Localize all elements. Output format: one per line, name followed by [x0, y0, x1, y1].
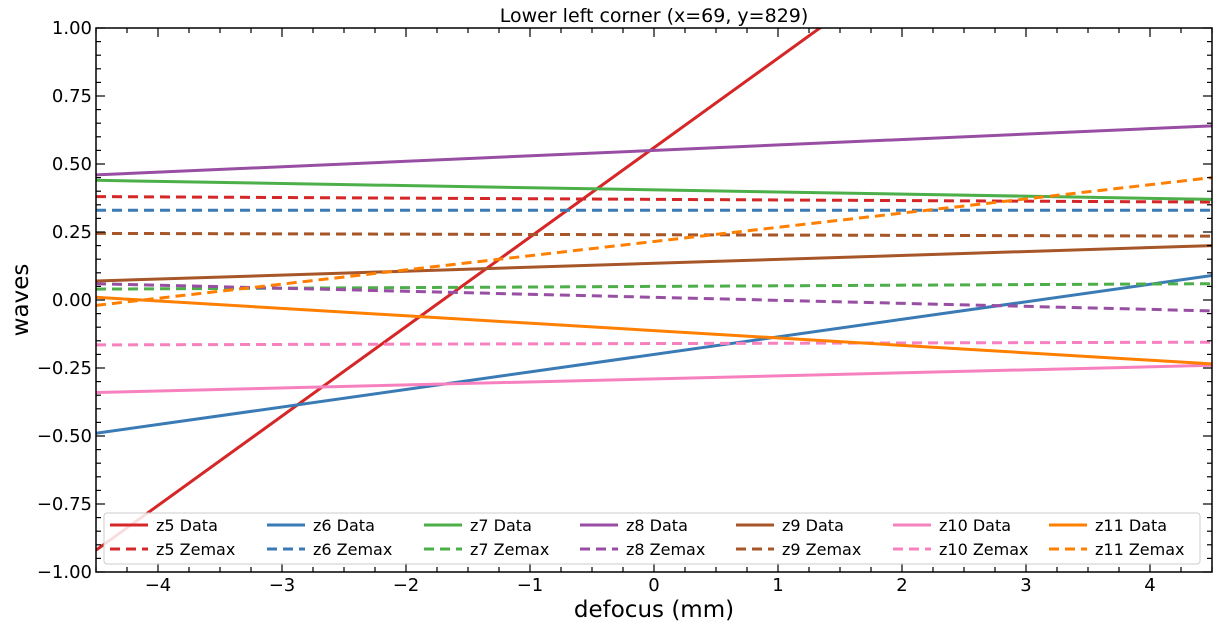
series-line-7	[96, 124, 1212, 177]
series-line-13	[96, 295, 1212, 366]
legend-label: z7 Data	[470, 516, 532, 535]
legend-label: z5 Zemax	[156, 540, 235, 559]
x-tick-label: −1	[517, 575, 544, 596]
series-line-5	[96, 178, 1212, 201]
y-axis-ticks: −1.00 −0.75 −0.50 −0.25 0.00 0.25 0.50 0.75 1.00	[37, 18, 1212, 583]
legend-label: z10 Zemax	[939, 540, 1029, 559]
legend-label: z8 Zemax	[626, 540, 705, 559]
legend-label: z6 Data	[313, 516, 375, 535]
y-tick-label: 0.00	[52, 290, 92, 311]
x-axis-label: defocus (mm)	[574, 597, 734, 623]
legend-items: z5 Data z5 Zemax z6 Data z6 Zemax z7 Data z7 …	[110, 516, 1185, 559]
legend-label: z9 Zemax	[782, 540, 861, 559]
x-tick-label: 4	[1144, 575, 1155, 596]
series-line-8	[96, 282, 1212, 313]
series-line-11	[96, 363, 1212, 394]
series-line-10	[96, 231, 1212, 238]
series-layer	[96, 28, 1212, 552]
y-tick-label: −0.50	[37, 426, 92, 447]
x-tick-label: −3	[269, 575, 296, 596]
legend: z5 Data z5 Zemax z6 Data z6 Zemax z7 Data z7 …	[103, 512, 1201, 565]
series-line-12	[96, 340, 1212, 347]
plot-frame	[95, 27, 1213, 573]
y-tick-label: 1.00	[52, 18, 92, 39]
legend-label: z5 Data	[156, 516, 218, 535]
legend-label: z10 Data	[939, 516, 1011, 535]
chart-title: Lower left corner (x=69, y=829)	[500, 5, 809, 27]
x-axis-ticks: −4 −3 −2 −1 0 1 2 3 4	[95, 28, 1213, 596]
y-tick-label: 0.50	[52, 154, 92, 175]
legend-label: z8 Data	[626, 516, 688, 535]
y-tick-label: 0.75	[52, 86, 92, 107]
series-line-14	[96, 176, 1212, 307]
y-tick-label: −0.25	[37, 358, 92, 379]
legend-label: z6 Zemax	[313, 540, 392, 559]
x-tick-label: 3	[1020, 575, 1031, 596]
series-line-9	[96, 244, 1212, 283]
series-line-2	[96, 195, 1212, 204]
legend-label: z11 Zemax	[1095, 540, 1185, 559]
legend-label: z9 Data	[782, 516, 844, 535]
x-tick-label: 1	[772, 575, 783, 596]
y-tick-label: 0.25	[52, 222, 92, 243]
series-line-6	[96, 282, 1212, 291]
x-tick-label: 0	[648, 575, 659, 596]
y-tick-label: −1.00	[37, 562, 92, 583]
x-tick-label: −2	[393, 575, 420, 596]
x-tick-label: −4	[145, 575, 172, 596]
legend-label: z7 Zemax	[470, 540, 549, 559]
y-tick-label: −0.75	[37, 494, 92, 515]
series-line-3	[96, 274, 1212, 435]
series-line-1	[96, 28, 823, 552]
x-tick-label: 2	[896, 575, 907, 596]
legend-label: z11 Data	[1095, 516, 1167, 535]
y-axis-label: waves	[8, 264, 34, 337]
